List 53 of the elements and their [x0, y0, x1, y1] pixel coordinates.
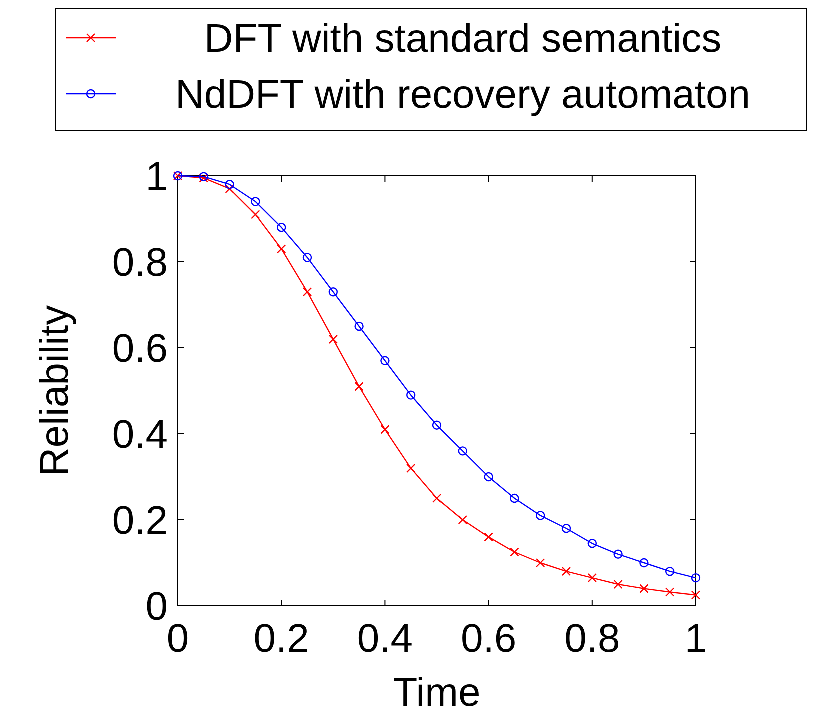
point: [614, 550, 623, 559]
point: [354, 382, 364, 392]
legend-label: NdDFT with recovery automaton: [175, 73, 751, 117]
point: [588, 573, 597, 583]
y-tick-label: 0.2: [112, 499, 168, 543]
y-tick-label: 0.4: [112, 413, 168, 457]
point: [406, 464, 416, 473]
point: [380, 425, 390, 434]
point: [277, 244, 286, 254]
point: [510, 494, 520, 504]
point: [225, 184, 234, 194]
point: [562, 567, 572, 576]
point: [328, 288, 338, 297]
point: [251, 197, 260, 206]
point: [510, 548, 520, 557]
point: [614, 580, 623, 590]
point: [536, 558, 546, 568]
x-tick-label: 0.4: [357, 617, 414, 661]
point: [302, 288, 312, 297]
y-tick-label: 1: [146, 155, 168, 199]
point: [251, 210, 260, 220]
point: [666, 567, 675, 576]
point: [588, 539, 597, 548]
x-tick-label: 1: [684, 617, 708, 661]
legend-label: DFT with standard semantics: [204, 17, 722, 61]
point: [691, 573, 701, 583]
x-axis-title: Time: [393, 671, 481, 715]
point: [432, 494, 442, 504]
point: [666, 588, 675, 597]
point: [302, 253, 312, 262]
point: [484, 472, 494, 482]
y-tick-label: 0.6: [112, 327, 168, 371]
x-tick-label: 0.6: [460, 617, 517, 661]
y-tick-label: 0.8: [112, 241, 168, 285]
point: [225, 180, 234, 190]
point: [354, 322, 364, 332]
y-tick-label: 0: [146, 585, 168, 629]
point: [432, 420, 442, 430]
point: [328, 334, 338, 344]
y-axis-title: Reliability: [33, 305, 77, 477]
point: [458, 515, 468, 525]
point: [640, 584, 649, 594]
point: [458, 446, 468, 456]
point: [277, 223, 286, 232]
x-tick-label: 0.8: [564, 617, 620, 661]
point: [406, 390, 416, 400]
point: [484, 532, 494, 542]
point: [640, 558, 649, 568]
point: [691, 590, 701, 600]
x-tick-label: 0.2: [254, 617, 310, 661]
point: [536, 511, 546, 520]
point: [380, 356, 390, 366]
point: [562, 524, 572, 534]
